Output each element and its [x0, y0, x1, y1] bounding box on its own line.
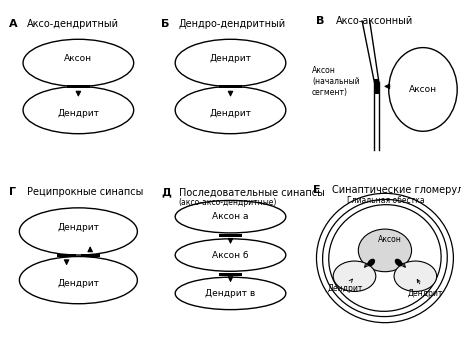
Text: Последовательные синапсы: Последовательные синапсы	[179, 187, 325, 197]
Bar	[66, 85, 90, 88]
Text: Дендрит: Дендрит	[57, 279, 100, 288]
Text: Дендро-дендритный: Дендро-дендритный	[179, 19, 286, 29]
Text: Е: Е	[313, 185, 321, 195]
Text: Реципрокные синапсы: Реципрокные синапсы	[27, 187, 143, 197]
Text: Синаптические гломерулы: Синаптические гломерулы	[332, 185, 461, 195]
FancyArrowPatch shape	[365, 263, 368, 267]
Text: Аксон
(начальный
сегмент): Аксон (начальный сегмент)	[312, 66, 360, 97]
Text: Дендрит: Дендрит	[209, 54, 252, 63]
Text: Дендрит в: Дендрит в	[205, 289, 256, 298]
Text: Аксо-дендритный: Аксо-дендритный	[27, 19, 119, 29]
Text: Д: Д	[161, 187, 171, 197]
Text: Аксон: Аксон	[409, 85, 437, 94]
Text: Б: Б	[161, 19, 170, 29]
Ellipse shape	[333, 261, 376, 291]
Text: Аксо-аксонный: Аксо-аксонный	[336, 17, 414, 26]
Text: Дендрит: Дендрит	[327, 279, 362, 293]
Bar	[57, 254, 76, 257]
Text: В: В	[316, 17, 325, 26]
Ellipse shape	[394, 261, 437, 291]
Bar	[219, 234, 242, 237]
Bar	[219, 272, 242, 276]
Ellipse shape	[367, 259, 375, 267]
FancyArrowPatch shape	[402, 263, 405, 267]
Bar	[374, 79, 379, 94]
Text: Дендрит: Дендрит	[408, 279, 443, 298]
Text: Аксон: Аксон	[378, 235, 402, 244]
Text: Аксон а: Аксон а	[212, 212, 249, 221]
Text: (аксо-аксо-дендритные): (аксо-аксо-дендритные)	[179, 197, 277, 206]
Text: Дендрит: Дендрит	[57, 223, 100, 232]
Bar	[219, 85, 242, 88]
Text: Г: Г	[9, 187, 16, 197]
Bar	[81, 254, 100, 257]
Text: Дендрит: Дендрит	[209, 109, 252, 118]
Text: А: А	[9, 19, 18, 29]
Text: Глиальная обёстка: Глиальная обёстка	[347, 196, 425, 205]
Ellipse shape	[358, 229, 412, 272]
Text: Аксон: Аксон	[64, 54, 93, 63]
Ellipse shape	[395, 259, 402, 267]
Text: Дендрит: Дендрит	[57, 109, 100, 118]
Text: Аксон б: Аксон б	[212, 250, 249, 260]
